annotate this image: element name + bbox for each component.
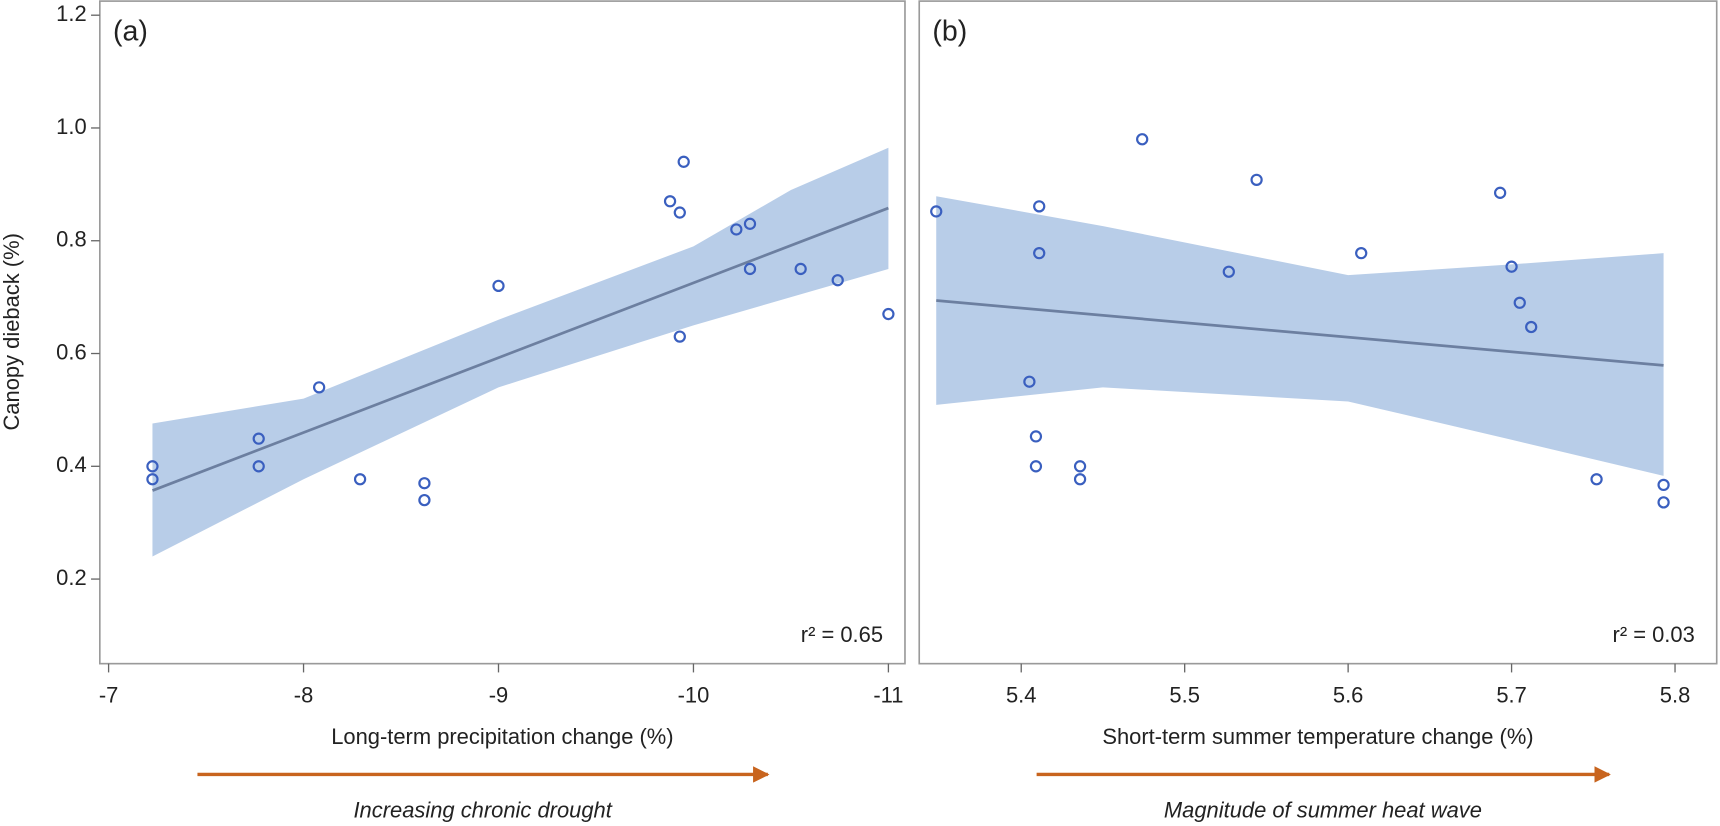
data-point [1033,247,1046,260]
data-point [743,217,757,230]
r-squared: r² = 0.65 [801,622,883,647]
r-squared: r² = 0.03 [1613,622,1695,647]
y-tick-label: 0.8 [56,227,86,252]
data-point [1023,375,1036,388]
data-point [252,432,265,445]
confidence-band [152,147,889,557]
data-point [146,460,159,473]
regression-line [936,299,1664,367]
data-point [930,205,943,218]
data-point [492,279,505,292]
data-point [1222,265,1235,278]
y-tick-label: 1.2 [56,1,86,26]
data-point [353,473,367,486]
data-point [743,262,757,276]
arrow-caption: Magnitude of summer heat wave [1164,798,1482,823]
data-point [1029,430,1043,443]
arrow-caption: Increasing chronic drought [353,798,612,823]
x-tick-label: 5.6 [1333,682,1363,707]
data-point [146,473,159,486]
panel-label: (b) [932,15,967,47]
data-point [1505,260,1518,273]
data-point [252,460,265,473]
data-point [673,206,686,219]
panel-label: (a) [113,15,148,47]
x-tick-label: -9 [489,682,508,707]
data-point [794,262,807,276]
data-point [1073,460,1087,473]
data-point [1073,473,1087,486]
data-point [1525,320,1538,334]
data-point [1657,496,1670,509]
x-tick-label: 5.5 [1169,682,1199,707]
x-tick-label: 5.7 [1496,682,1526,707]
plot-frame [918,0,1718,665]
x-tick-label: 5.8 [1660,682,1690,707]
x-tick-label: -7 [99,682,119,707]
data-point [1513,296,1526,309]
data-point [1250,173,1263,186]
data-point [1029,460,1043,473]
y-tick-label: 1.0 [56,114,86,139]
regression-line [151,206,889,492]
data-point [882,307,895,321]
x-tick-label: 5.4 [1006,682,1036,707]
x-tick-label: -11 [873,682,903,707]
data-point [1355,247,1368,260]
data-point [418,493,431,507]
data-point [418,477,431,490]
data-point [1657,478,1670,492]
data-point [730,223,743,236]
data-point [673,330,686,343]
y-axis-label: Canopy dieback (%) [0,233,24,430]
data-point [1033,200,1046,213]
y-tick-label: 0.2 [56,565,86,590]
data-point [1590,473,1603,486]
data-point [1136,133,1149,146]
x-tick-label: -10 [678,682,710,707]
confidence-band [936,196,1664,476]
data-point [831,274,844,287]
x-axis-label: Short-term summer temperature change (%) [1102,724,1533,749]
plot-frame [98,0,906,665]
x-axis-label: Long-term precipitation change (%) [331,724,673,749]
y-tick-label: 0.4 [56,452,86,477]
x-tick-label: -8 [294,682,314,707]
data-point [1493,186,1507,199]
data-point [677,155,690,168]
data-point [663,195,677,208]
y-tick-label: 0.6 [56,339,86,364]
data-point [312,381,326,394]
